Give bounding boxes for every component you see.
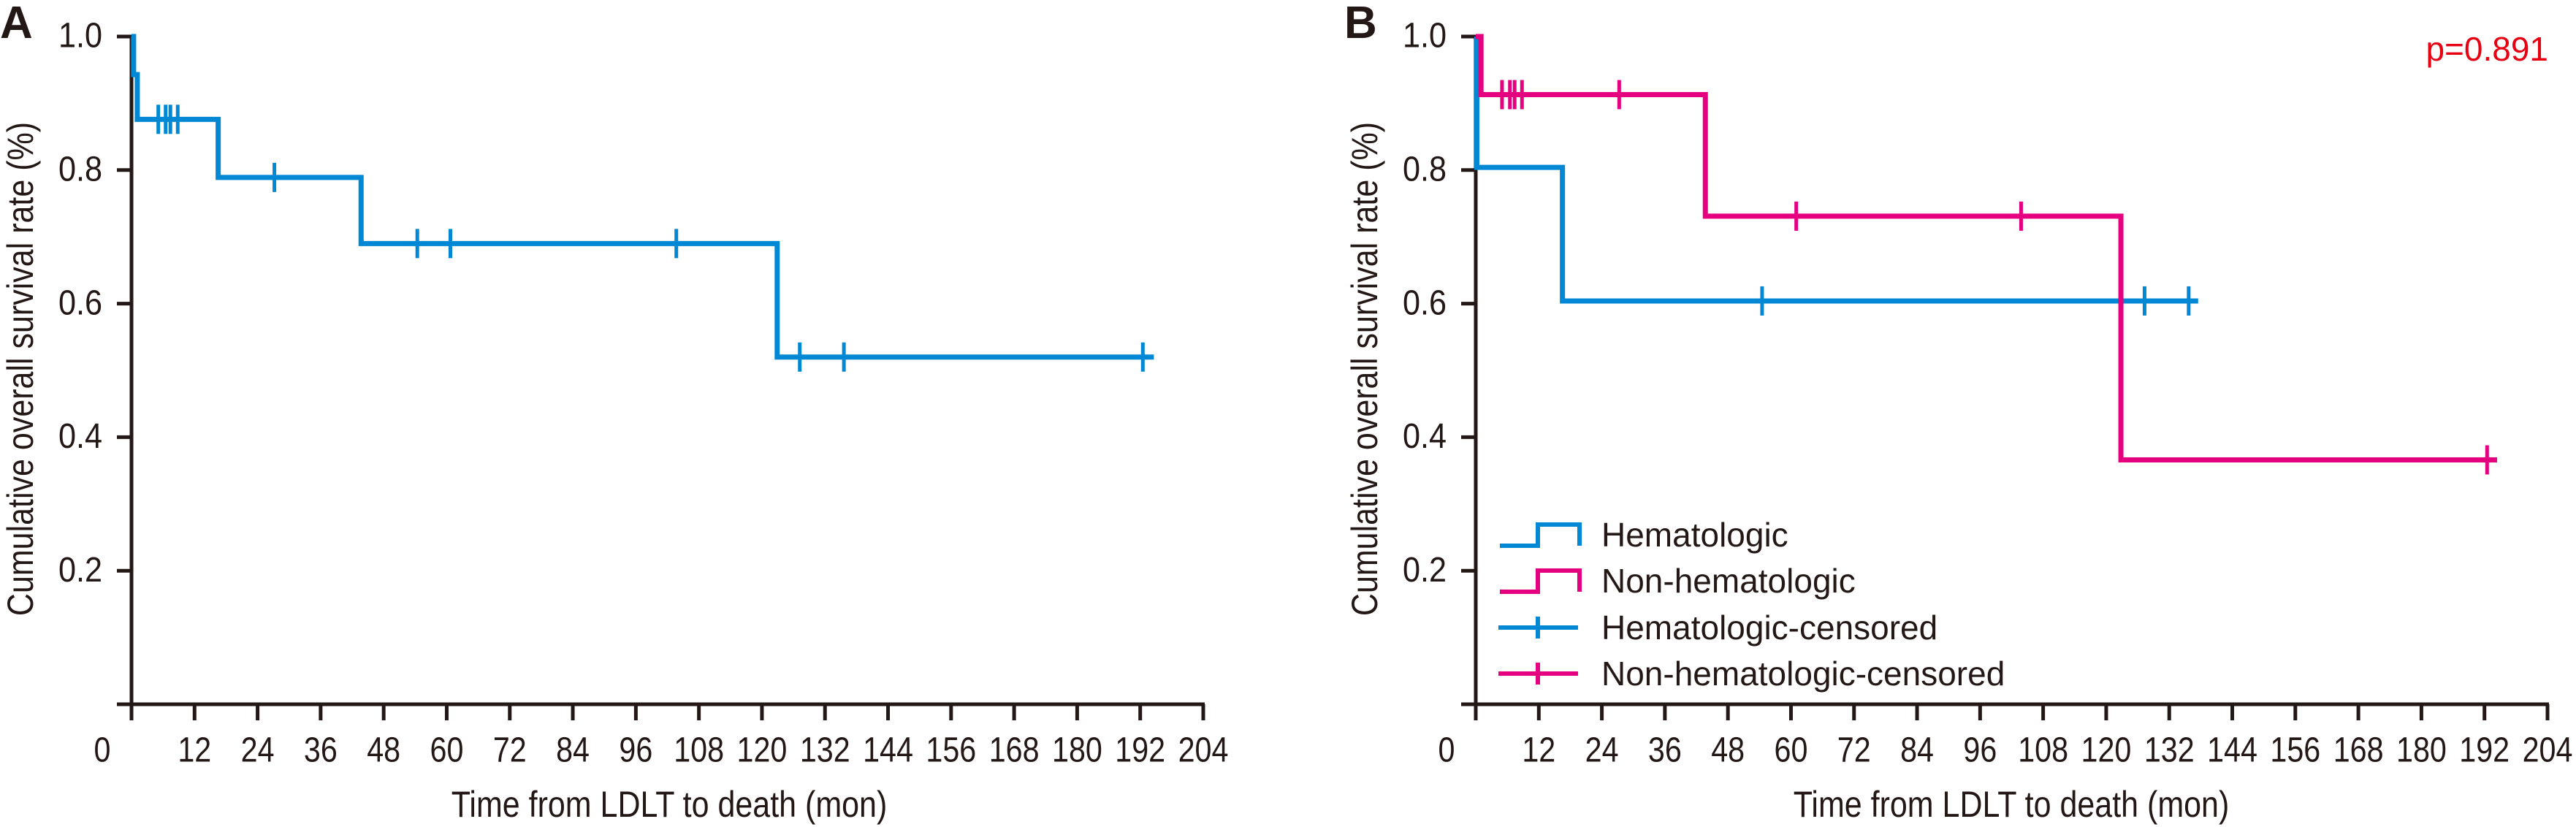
legend-label-non-hematologic-censored: Non-hematologic-censored [1601, 655, 2005, 693]
legend-label-hematologic-censored: Hematologic-censored [1601, 609, 1937, 647]
x-tick-label: 48 [367, 731, 400, 770]
panel-b-plot: 0.2 0.4 0.6 0.8 1.0 0 12 24 36 48 60 72 84 96 108 120 13… [1403, 16, 2572, 770]
legend: Hematologic Non-hematologic Hematologic-… [1498, 516, 2005, 693]
x-tick-label: 24 [1585, 731, 1619, 770]
x-tick-label: 0 [94, 731, 111, 770]
x-tick-label: 204 [1178, 731, 1229, 770]
survival-curve-overall [131, 34, 1154, 360]
x-tick-label: 168 [989, 731, 1040, 770]
x-tick-label: 180 [1052, 731, 1102, 770]
x-tick-label: 96 [1963, 731, 1997, 770]
panel-label-b: B [1344, 0, 1377, 48]
y-axis-title-b: Cumulative overall survival rate (%) [1344, 122, 1385, 616]
legend-swatch-non-hematologic [1500, 568, 1582, 594]
y-tick-label: 0.2 [1403, 550, 1447, 590]
legend-label-non-hematologic: Non-hematologic [1601, 562, 1856, 600]
x-tick-label: 36 [304, 731, 338, 770]
p-value-annotation: p=0.891 [2426, 30, 2548, 68]
x-tick-label: 144 [2207, 731, 2257, 770]
panel-label-a: A [0, 0, 33, 48]
x-tick-label: 84 [1900, 731, 1934, 770]
x-tick-label: 120 [2081, 731, 2132, 770]
x-tick-label: 204 [2523, 731, 2573, 770]
x-axis-title-a: Time from LDLT to death (mon) [451, 784, 888, 825]
y-tick-label: 1.0 [1403, 16, 1447, 56]
x-tick-label: 192 [1115, 731, 1165, 770]
x-tick-label: 12 [1522, 731, 1555, 770]
x-tick-label: 96 [619, 731, 652, 770]
x-tick-label: 84 [556, 731, 590, 770]
y-axis-title-a: Cumulative overall survival rate (%) [0, 122, 41, 616]
survival-curve-hematologic [1474, 34, 2198, 304]
x-tick-label: 12 [178, 731, 211, 770]
y-tick-label: 0.2 [58, 550, 102, 590]
y-tick-label: 0.8 [1403, 149, 1447, 188]
x-tick-label: 0 [1438, 731, 1455, 770]
y-tick-label: 0.4 [58, 416, 102, 456]
x-tick-label: 108 [674, 731, 724, 770]
y-tick-label: 0.8 [58, 149, 102, 188]
x-tick-label: 60 [1775, 731, 1808, 770]
x-tick-label: 132 [2144, 731, 2195, 770]
survival-curve-non-hematologic [1476, 34, 2497, 462]
x-tick-label: 156 [926, 731, 976, 770]
panel-a: A 0.2 0.4 0.6 0.8 1.0 0 12 24 36 48 60 72 84 96 108 120… [0, 0, 1228, 825]
x-tick-label: 168 [2333, 731, 2384, 770]
y-tick-label: 0.6 [58, 283, 102, 322]
x-tick-label: 60 [430, 731, 464, 770]
x-tick-label: 192 [2459, 731, 2510, 770]
panel-b: B 0.2 0.4 0.6 0.8 1.0 0 12 24 36 48 60 72 84 96 108 120… [1344, 0, 2572, 825]
x-tick-label: 72 [493, 731, 527, 770]
legend-item-hematologic: Hematologic [1500, 516, 1788, 554]
x-tick-label: 36 [1648, 731, 1682, 770]
panel-a-plot: 0.2 0.4 0.6 0.8 1.0 0 12 24 36 48 60 72 84 96 108 120 13… [58, 16, 1228, 770]
y-tick-label: 0.4 [1403, 416, 1447, 456]
legend-label-hematologic: Hematologic [1601, 516, 1788, 554]
x-tick-label: 144 [863, 731, 913, 770]
legend-swatch-non-hematologic-censored [1498, 663, 1578, 685]
x-tick-label: 132 [800, 731, 850, 770]
x-tick-label: 24 [241, 731, 275, 770]
x-tick-label: 180 [2396, 731, 2447, 770]
y-tick-label: 1.0 [58, 16, 102, 56]
legend-item-hematologic-censored: Hematologic-censored [1498, 609, 1937, 647]
x-tick-label: 48 [1711, 731, 1745, 770]
legend-item-non-hematologic: Non-hematologic [1500, 562, 1856, 600]
legend-item-non-hematologic-censored: Non-hematologic-censored [1498, 655, 2005, 693]
x-tick-label: 108 [2018, 731, 2068, 770]
legend-swatch-hematologic-censored [1498, 617, 1578, 639]
y-tick-label: 0.6 [1403, 283, 1447, 322]
x-tick-label: 72 [1837, 731, 1871, 770]
legend-swatch-hematologic [1500, 522, 1582, 548]
x-tick-label: 120 [737, 731, 788, 770]
x-tick-label: 156 [2270, 731, 2320, 770]
x-axis-title-b: Time from LDLT to death (mon) [1794, 784, 2230, 825]
